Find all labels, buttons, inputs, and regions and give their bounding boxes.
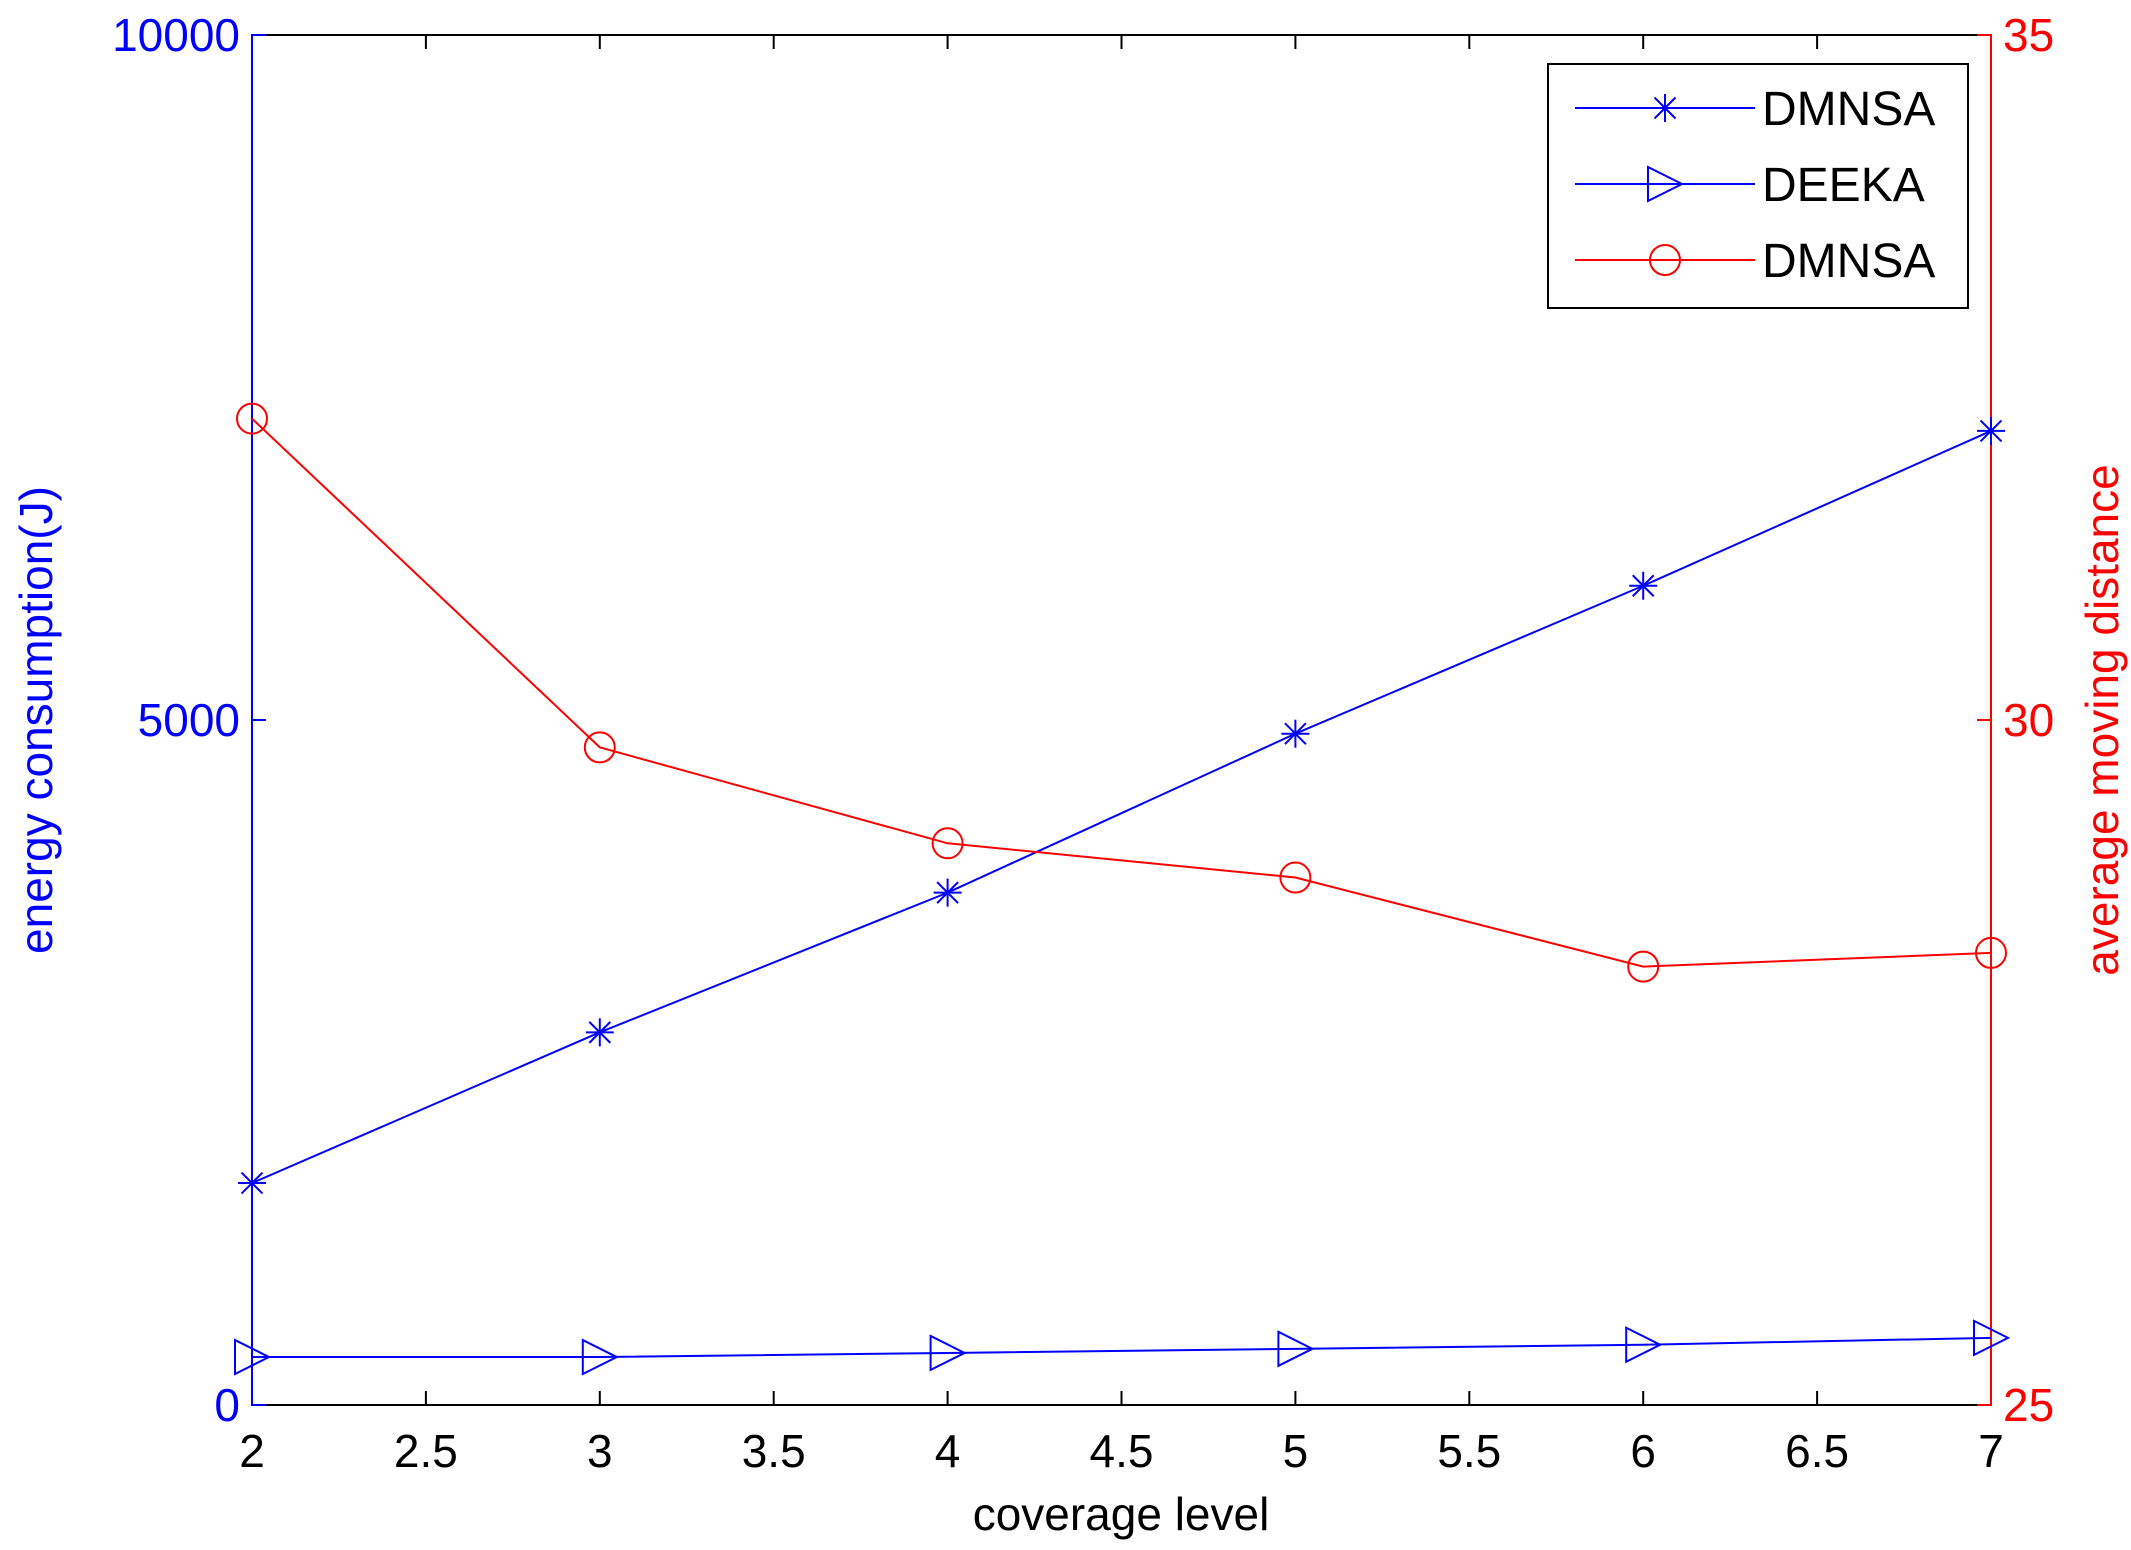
right-y-tick-label: 35	[2003, 9, 2054, 61]
legend-entry: DMNSA	[1575, 83, 1935, 136]
left-y-tick-label: 0	[214, 1379, 240, 1431]
left-y-tick-label: 5000	[138, 694, 240, 746]
x-tick-label: 6.5	[1785, 1425, 1849, 1477]
series-layer	[234, 402, 2011, 1376]
legend-marker	[1649, 244, 1681, 276]
data-point-marker	[236, 402, 268, 435]
right-y-axis: 25 30 35	[1977, 9, 2054, 1431]
x-axis: 2 2.5 3 3.5 4 4.5 5 5.5 6 6.5 7	[239, 35, 2004, 1477]
x-tick-label: 4	[935, 1425, 961, 1477]
legend-label: DMNSA	[1762, 83, 1935, 136]
data-point-marker	[585, 1018, 614, 1047]
data-point-marker	[1629, 571, 1658, 600]
x-tick-label: 3	[587, 1425, 613, 1477]
x-tick-label: 2.5	[394, 1425, 458, 1477]
data-point-marker	[234, 1338, 272, 1376]
data-point-marker	[1975, 936, 2007, 969]
data-point-marker	[583, 731, 616, 764]
x-tick-label: 4.5	[1090, 1425, 1154, 1477]
right-y-axis-title: average moving distance	[2076, 464, 2128, 975]
legend-marker	[1651, 94, 1679, 122]
x-tick-label: 6	[1630, 1425, 1656, 1477]
x-tick-label: 2	[239, 1425, 265, 1477]
data-point-marker	[1277, 1330, 1315, 1368]
legend-entry: DMNSA	[1575, 235, 1935, 288]
left-y-axis-title: energy consumption(J)	[10, 486, 62, 954]
legend: DMNSA DEEKA DMNSA	[1547, 63, 1969, 309]
legend-entry: DEEKA	[1575, 159, 1925, 212]
data-point-marker	[1977, 416, 2005, 445]
data-point-marker	[1973, 1319, 2011, 1357]
legend-label: DMNSA	[1762, 235, 1935, 288]
series-2	[236, 402, 2007, 983]
legend-label: DEEKA	[1762, 159, 1925, 212]
data-point-marker	[929, 1334, 967, 1372]
left-y-axis: 0 5000 10000	[112, 9, 266, 1431]
data-point-marker	[931, 827, 964, 860]
series-line	[251, 430, 1992, 1184]
data-point-marker	[1627, 950, 1660, 983]
data-point-marker	[1279, 861, 1312, 894]
left-y-tick-label: 10000	[112, 9, 240, 61]
x-tick-label: 5.5	[1437, 1425, 1501, 1477]
x-tick-label: 3.5	[742, 1425, 806, 1477]
x-tick-label: 7	[1978, 1425, 2004, 1477]
data-point-marker	[1625, 1326, 1663, 1364]
series-line	[252, 1336, 1992, 1359]
data-point-marker	[933, 878, 962, 907]
legend-box	[1547, 63, 1969, 309]
right-y-tick-label: 30	[2003, 694, 2054, 746]
legend-marker	[1647, 165, 1685, 203]
data-point-marker	[581, 1338, 620, 1376]
series-0	[238, 416, 2005, 1198]
x-tick-label: 5	[1283, 1425, 1309, 1477]
right-y-tick-label: 25	[2003, 1379, 2054, 1431]
data-point-marker	[1281, 719, 1310, 748]
series-line	[251, 417, 1992, 968]
x-axis-title: coverage level	[973, 1488, 1270, 1540]
data-point-marker	[238, 1169, 266, 1198]
series-1	[234, 1319, 2011, 1376]
